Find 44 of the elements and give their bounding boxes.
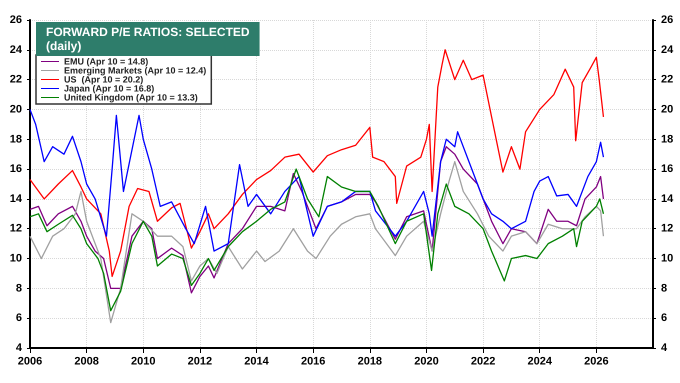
text: (daily): [46, 39, 82, 53]
y2-tick-label: 12: [661, 222, 674, 235]
y2-tick-label: 14: [661, 192, 674, 205]
x-tick-label: 2024: [527, 356, 553, 368]
y2-tick-label: 20: [661, 103, 674, 116]
y2-tick-label: 4: [661, 342, 668, 354]
x-tick-label: 2026: [584, 356, 609, 368]
y-tick-label: 12: [10, 222, 22, 235]
x-tick-label: 2018: [358, 356, 382, 368]
legend-label: Emerging Markets (Apr 10 = 12.4): [64, 66, 206, 76]
y2-tick-label: 8: [661, 282, 668, 294]
x-tick-label: 2008: [74, 356, 99, 368]
y2-tick-label: 24: [661, 44, 674, 56]
x-tick-label: 2022: [470, 356, 496, 368]
y-tick-label: 18: [10, 133, 22, 146]
x-tick-label: 2014: [244, 356, 270, 368]
y-tick-label: 20: [10, 103, 22, 116]
y-tick-label: 22: [10, 74, 22, 86]
line-series: [29, 146, 604, 294]
line-series: [29, 108, 604, 252]
y-tick-label: 4: [16, 342, 23, 354]
y2-tick-label: 22: [661, 74, 674, 86]
y-tick-label: 26: [10, 14, 22, 26]
chart-title: FORWARD P/E RATIOS: SELECTED: [46, 25, 250, 39]
y2-tick-label: 16: [661, 163, 674, 176]
y-tick-label: 24: [10, 44, 23, 56]
y-tick-label: 6: [16, 312, 22, 324]
x-tick-label: 2012: [188, 356, 212, 368]
y-tick-label: 8: [16, 282, 22, 294]
legend-label: US (Apr 10 = 20.2): [64, 74, 144, 84]
legend-label: EMU (Apr 10 = 14.8): [64, 56, 148, 66]
x-tick-label: 2010: [131, 356, 156, 368]
y2-tick-label: 18: [661, 133, 674, 146]
y-tick-label: 10: [10, 252, 22, 265]
x-tick-label: 2016: [300, 356, 326, 368]
y-tick-label: 14: [10, 192, 23, 205]
y2-tick-label: 26: [661, 14, 674, 26]
y2-tick-label: 6: [661, 312, 668, 324]
legend-label: United Kingdom (Apr 10 = 13.3): [64, 92, 198, 102]
y-tick-label: 16: [10, 163, 22, 176]
y2-tick-label: 10: [661, 252, 674, 265]
legend-label: Japan (Apr 10 = 16.8): [64, 84, 154, 94]
x-tick-label: 2006: [18, 356, 42, 368]
x-tick-label: 2020: [414, 356, 439, 368]
